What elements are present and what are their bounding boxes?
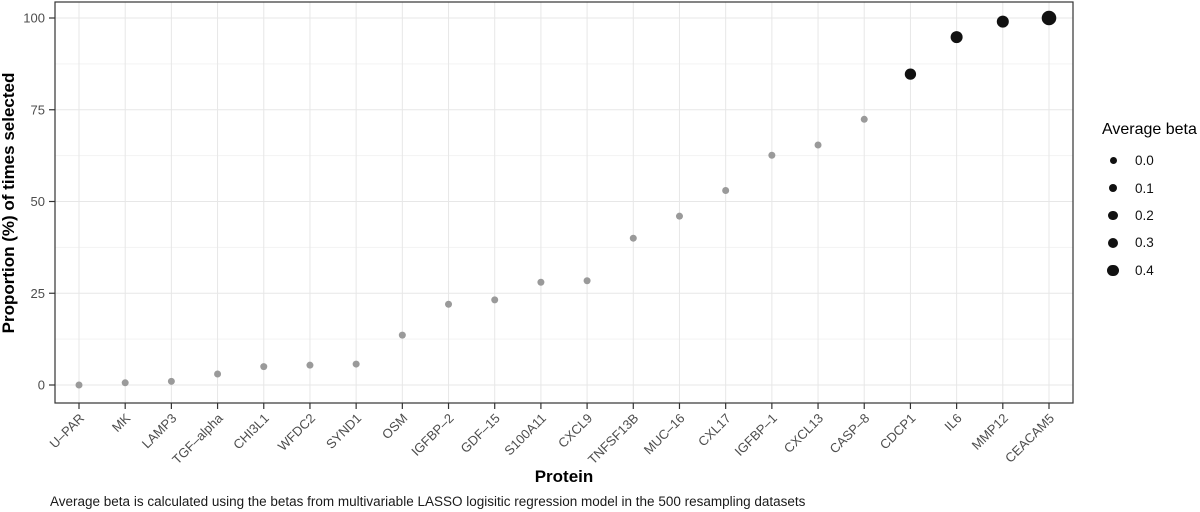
x-tick-label: U–PAR: [47, 411, 88, 452]
legend-entry: 0.3: [1090, 229, 1200, 256]
legend-key-dot: [1109, 157, 1117, 165]
x-tick-label: IL6: [941, 411, 964, 434]
x-tick-label: CEACAM5: [1002, 411, 1057, 466]
data-point: [722, 186, 730, 194]
legend-key-dot: [1107, 264, 1119, 276]
legend-entry-label: 0.1: [1135, 180, 1154, 196]
legend-dot-cell: [1101, 237, 1125, 249]
x-tick-label: CDCP1: [877, 411, 919, 453]
data-point: [75, 381, 83, 389]
x-tick-label: CASP–8: [826, 411, 872, 457]
legend: Average beta 0.0 0.1 0.2 0.3 0.4: [1090, 115, 1200, 284]
x-tick-label: OSM: [379, 411, 411, 443]
legend-title: Average beta: [1102, 121, 1197, 138]
legend-dot-cell: [1101, 264, 1125, 276]
x-tick-label: IGFBP–2: [408, 411, 456, 459]
x-tick-label: MMP12: [969, 411, 1011, 453]
x-tick-label: SYND1: [323, 411, 364, 452]
x-tick-label: MK: [109, 410, 134, 435]
y-tick-label: 25: [31, 286, 45, 301]
x-tick-label: WFDC2: [275, 411, 318, 454]
legend-entry: 0.1: [1090, 174, 1200, 201]
legend-key-dot: [1108, 210, 1118, 221]
data-point: [629, 234, 637, 242]
legend-dot-cell: [1101, 183, 1125, 193]
data-point: [675, 212, 683, 220]
legend-entry: 0.0: [1090, 147, 1200, 174]
legend-key-dot: [1107, 237, 1119, 249]
legend-entry-label: 0.2: [1135, 207, 1154, 223]
x-tick-label: MUC–16: [641, 411, 688, 458]
y-tick-label: 100: [23, 11, 45, 26]
y-tick-label: 75: [31, 102, 45, 117]
legend-entries: 0.0 0.1 0.2 0.3 0.4: [1090, 147, 1200, 284]
x-tick-label: IGFBP–1: [732, 411, 780, 459]
data-point: [583, 277, 591, 285]
data-point: [491, 296, 499, 304]
data-point: [768, 151, 776, 159]
x-tick-label: CXCL9: [555, 411, 595, 451]
data-point: [260, 363, 268, 371]
legend-dot-cell: [1101, 210, 1125, 221]
data-point: [352, 360, 360, 368]
x-tick-label: TNFSF13B: [585, 411, 642, 468]
data-point: [950, 31, 963, 44]
data-point: [121, 379, 129, 387]
x-tick-label: LAMP3: [139, 411, 180, 452]
legend-entry-label: 0.4: [1135, 262, 1154, 278]
y-tick-label: 50: [31, 194, 45, 209]
data-point: [214, 370, 222, 378]
data-point: [306, 361, 314, 369]
data-point: [445, 300, 453, 308]
legend-dot-cell: [1101, 157, 1125, 165]
x-tick-label: TGF–alpha: [169, 410, 226, 467]
legend-key-dot: [1108, 183, 1118, 193]
data-point: [167, 377, 175, 385]
x-tick-label: CXL17: [695, 411, 734, 450]
data-point: [860, 115, 868, 123]
x-tick-label: CHI3L1: [230, 411, 272, 453]
y-axis-title: Proportion (%) of times selected: [0, 73, 18, 334]
legend-entry-label: 0.0: [1135, 153, 1154, 169]
data-point: [996, 15, 1009, 28]
legend-entry: 0.2: [1090, 202, 1200, 229]
x-axis-title: Protein: [535, 467, 594, 486]
data-point: [1041, 10, 1057, 26]
data-point: [398, 331, 406, 339]
y-tick-label: 0: [38, 378, 45, 393]
data-point: [904, 68, 917, 80]
panel-border: [54, 1, 1074, 404]
data-point: [814, 141, 822, 149]
x-tick-label: GDF–15: [457, 411, 502, 456]
legend-entry: 0.4: [1090, 257, 1200, 284]
data-point: [537, 278, 545, 286]
x-tick-label: S100A11: [501, 411, 549, 459]
legend-entry-label: 0.3: [1135, 235, 1154, 251]
caption: Average beta is calculated using the bet…: [50, 494, 806, 509]
x-tick-label: CXCL13: [781, 411, 826, 456]
